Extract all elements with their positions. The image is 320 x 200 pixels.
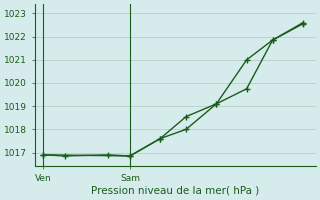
X-axis label: Pression niveau de la mer( hPa ): Pression niveau de la mer( hPa ) bbox=[91, 186, 260, 196]
